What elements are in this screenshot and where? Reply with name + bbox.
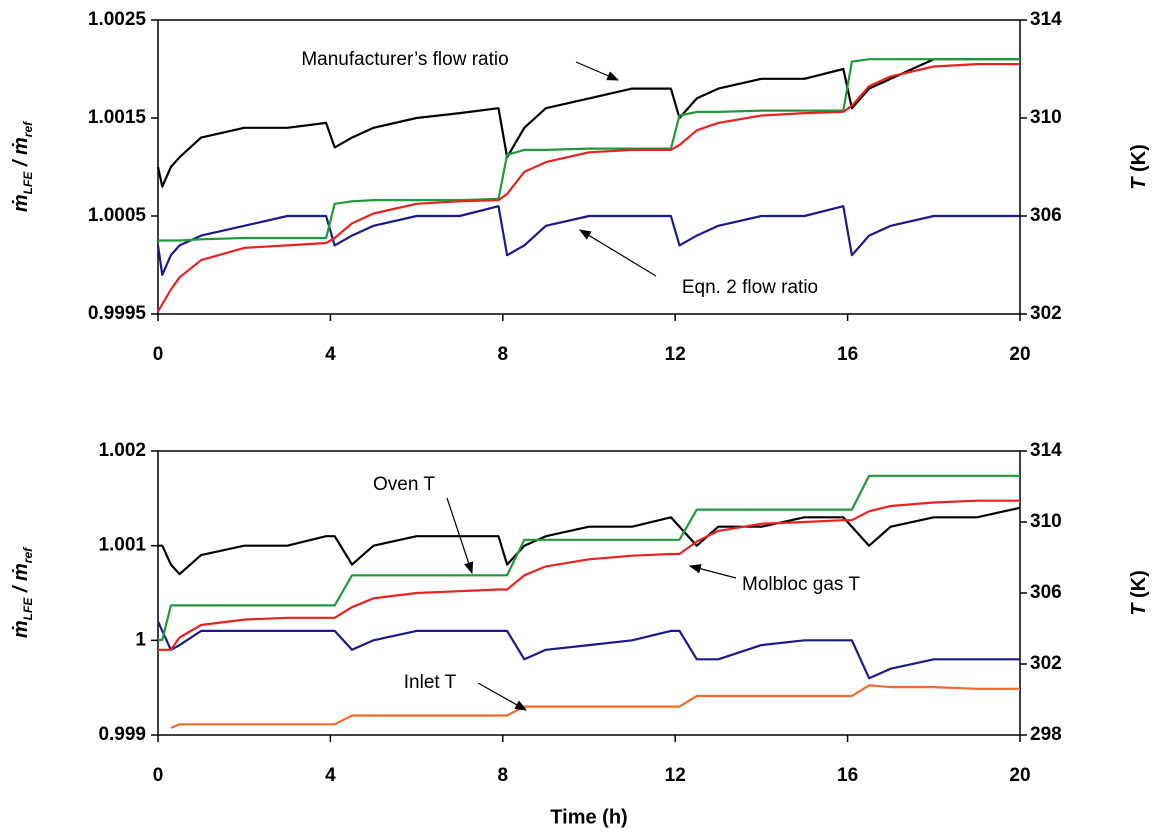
y2-axis-label-part: (K) [1128,144,1150,177]
y2-axis-label-part: T [1128,176,1150,190]
y-tick-label: 1.0025 [88,9,147,30]
y-axis-label-part: ṁ [10,620,32,638]
x-tick-label: 4 [325,765,336,786]
series-line [156,58,1020,188]
x-tick-label: 8 [498,344,509,365]
y2-tick-label: 298 [1030,724,1062,745]
y-tick-label: 1.0015 [88,107,147,128]
annotation: Inlet T [404,672,457,693]
y-axis-label-part: LFE [21,171,35,195]
y-tick-label: 0.9995 [88,303,147,324]
annotation: Eqn. 2 flow ratio [682,277,818,298]
y-axis-label-part: / ṁ [10,137,32,171]
y2-tick-label: 302 [1030,653,1062,674]
subplot: 0.9995 1.0005 1.0015 1.0025 302 306 310 314 0 4 8 1… [10,9,1150,365]
x-tick-label: 20 [1009,344,1030,365]
x-tick-label: 12 [665,344,686,365]
annotation: Molbloc gas T [742,574,860,595]
y2-tick-label: 310 [1030,107,1062,128]
plot-frame [157,450,1021,736]
y2-tick-label: 306 [1030,205,1062,226]
y-tick-label: 1.002 [98,440,146,461]
x-tick-label: 16 [837,344,858,365]
y2-axis-label-part: T [1128,602,1150,616]
x-tick-label: 0 [153,765,164,786]
y-tick-label: 1 [135,629,146,650]
y-axis-label-part: ref [21,121,35,137]
annotation-arrow [575,61,620,81]
annotation: Manufacturer’s flow ratio [301,49,508,70]
series-line [158,499,1020,651]
annotation-arrow [688,564,737,579]
y2-axis-label: T (K) [1128,570,1150,616]
x-tick-label: 0 [153,344,164,365]
y-axis-label: ṁLFE / ṁref [10,547,35,638]
y2-tick-label: 314 [1030,9,1062,30]
series-line [156,205,1020,276]
series-line [157,62,1020,313]
x-tick-label: 4 [325,344,336,365]
y2-axis-label-part: (K) [1128,570,1150,603]
y2-tick-label: 306 [1030,582,1062,603]
annotation: Oven T [373,474,435,495]
x-tick-label: 16 [837,765,858,786]
subplot: 0.999 1 1.001 1.002 298 302 306 310 314 0 4 8 12 16 20… [10,440,1150,828]
series-line [170,684,1020,729]
series-line [158,506,1021,576]
annotation-arrow [578,229,657,277]
y-tick-label: 1.001 [98,535,146,556]
x-tick-label: 8 [498,765,509,786]
y2-tick-label: 310 [1030,511,1062,532]
y-axis-label-part: ref [21,547,35,563]
series-line [156,620,1020,680]
x-tick-label: 12 [665,765,686,786]
series-line [158,474,1020,642]
y-axis-label: ṁLFE / ṁref [10,121,35,212]
y-axis-label-part: LFE [21,597,35,621]
annotation-arrow [446,497,474,575]
x-axis-label: Time (h) [550,806,627,828]
plot-frame [157,19,1021,315]
y-axis-label-part: / ṁ [10,563,32,597]
x-tick-label: 20 [1009,765,1030,786]
y-axis-label-part: ṁ [10,194,32,212]
y-tick-label: 1.0005 [88,205,147,226]
y2-tick-label: 302 [1030,303,1062,324]
y-tick-label: 0.999 [98,724,146,745]
annotation-arrow [477,682,528,711]
y2-axis-label: T (K) [1128,144,1150,190]
series-line [158,58,1020,242]
y2-tick-label: 314 [1030,440,1062,461]
